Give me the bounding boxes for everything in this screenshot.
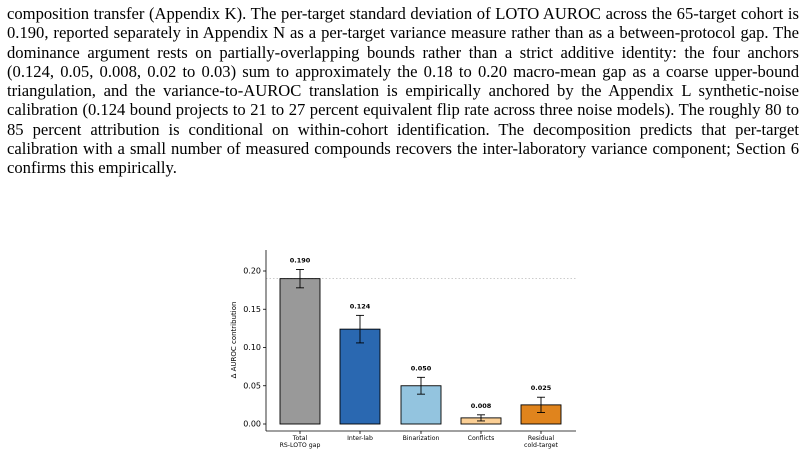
x-tick-label: Conflicts: [468, 435, 495, 442]
y-axis-label: Δ AUROC contribution: [230, 302, 238, 379]
bar-value-label: 0.050: [411, 364, 432, 372]
bar: [279, 278, 321, 425]
bar-value-label: 0.124: [350, 302, 371, 310]
body-paragraph: composition transfer (Appendix K). The p…: [7, 4, 799, 178]
x-tick-label: cold-target: [524, 442, 558, 449]
y-tick-label: 0.15: [243, 305, 261, 314]
bar-value-label: 0.190: [290, 256, 311, 264]
x-tick-label: Inter-lab: [347, 435, 373, 442]
bar-value-label: 0.025: [531, 384, 552, 392]
y-tick-label: 0.05: [243, 381, 261, 390]
y-tick-label: 0.20: [243, 267, 261, 276]
bar-value-label: 0.008: [471, 402, 492, 410]
x-tick-label: Binarization: [403, 435, 440, 442]
x-tick-label: Residual: [528, 435, 554, 442]
x-tick-label: Total: [292, 435, 308, 442]
y-tick-label: 0.10: [243, 343, 261, 352]
bar: [339, 328, 381, 425]
x-tick-label: RS-LOTO gap: [280, 442, 321, 449]
y-tick-label: 0.00: [243, 420, 261, 429]
